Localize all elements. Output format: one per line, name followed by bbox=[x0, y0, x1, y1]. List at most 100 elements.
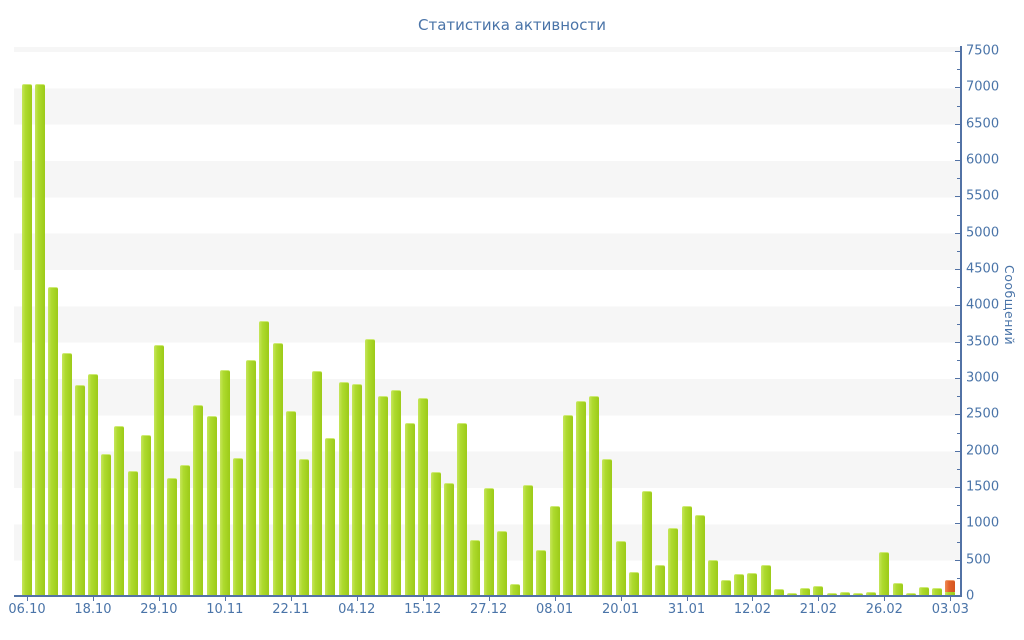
bar[interactable] bbox=[193, 404, 204, 597]
bar[interactable] bbox=[707, 559, 718, 597]
bar[interactable] bbox=[536, 549, 547, 597]
bar[interactable] bbox=[813, 586, 824, 597]
bar[interactable] bbox=[233, 457, 244, 597]
bar[interactable] bbox=[681, 505, 692, 597]
y-tick-label: 0 bbox=[966, 588, 975, 604]
bar[interactable] bbox=[140, 435, 151, 597]
bar[interactable] bbox=[602, 458, 613, 597]
bar[interactable] bbox=[430, 472, 441, 597]
y-minor-tick bbox=[957, 105, 960, 107]
bar[interactable] bbox=[298, 459, 309, 597]
bar[interactable] bbox=[153, 344, 164, 597]
y-major-tick bbox=[955, 559, 960, 561]
bar[interactable] bbox=[391, 390, 402, 597]
bar[interactable] bbox=[852, 592, 863, 597]
x-tick bbox=[356, 597, 358, 601]
bar[interactable] bbox=[48, 287, 59, 597]
bar[interactable] bbox=[127, 471, 138, 597]
bar[interactable] bbox=[246, 359, 257, 597]
y-major-tick bbox=[955, 305, 960, 307]
bar[interactable] bbox=[351, 383, 362, 597]
bar[interactable] bbox=[114, 425, 125, 597]
y-major-tick bbox=[955, 414, 960, 416]
x-tick-label: 22.11 bbox=[272, 602, 310, 617]
bar[interactable] bbox=[839, 592, 850, 597]
bar[interactable] bbox=[22, 83, 32, 597]
bar[interactable] bbox=[918, 586, 929, 597]
y-major-tick bbox=[955, 523, 960, 525]
bar[interactable] bbox=[206, 415, 217, 597]
bar[interactable] bbox=[457, 423, 468, 597]
bar[interactable] bbox=[641, 491, 652, 597]
bar[interactable] bbox=[655, 565, 666, 597]
bar[interactable] bbox=[879, 552, 890, 597]
y-tick-label: 3500 bbox=[966, 334, 1000, 350]
bar[interactable] bbox=[259, 320, 270, 597]
bar[interactable] bbox=[892, 582, 903, 597]
bar[interactable] bbox=[470, 540, 481, 597]
y-major-tick bbox=[955, 160, 960, 161]
x-tick bbox=[92, 597, 94, 601]
bar[interactable] bbox=[219, 370, 230, 597]
x-tick bbox=[290, 597, 292, 601]
bar[interactable] bbox=[562, 415, 573, 597]
bar[interactable] bbox=[615, 540, 626, 597]
bar[interactable] bbox=[800, 587, 811, 597]
bar[interactable] bbox=[61, 353, 72, 597]
bar[interactable] bbox=[378, 396, 389, 597]
bar[interactable] bbox=[932, 588, 943, 597]
y-minor-tick bbox=[957, 359, 960, 361]
bar[interactable] bbox=[668, 528, 679, 597]
bar[interactable] bbox=[747, 573, 758, 597]
bar[interactable] bbox=[721, 580, 732, 597]
bar[interactable] bbox=[866, 591, 877, 597]
bar[interactable] bbox=[74, 384, 85, 597]
bar[interactable] bbox=[694, 515, 705, 597]
bar[interactable] bbox=[734, 574, 745, 597]
x-tick bbox=[950, 597, 952, 601]
bar[interactable] bbox=[272, 343, 283, 597]
y-tick-label: 2500 bbox=[966, 406, 1000, 422]
bar[interactable] bbox=[101, 454, 112, 597]
x-tick bbox=[686, 597, 688, 601]
bar[interactable] bbox=[404, 423, 415, 597]
y-minor-tick bbox=[957, 69, 960, 71]
bar[interactable] bbox=[312, 371, 323, 597]
x-tick-label: 03.03 bbox=[931, 602, 969, 617]
bar[interactable] bbox=[523, 484, 534, 597]
x-tick bbox=[818, 597, 820, 601]
bar[interactable] bbox=[589, 396, 600, 597]
bar[interactable] bbox=[325, 437, 336, 597]
bar[interactable] bbox=[338, 381, 349, 597]
x-tick-label: 31.01 bbox=[667, 602, 706, 617]
x-tick-label: 10.11 bbox=[206, 602, 244, 617]
x-axis-line bbox=[14, 595, 962, 597]
y-major-tick bbox=[955, 596, 960, 597]
bar-current-highlight[interactable] bbox=[945, 580, 956, 592]
bar[interactable] bbox=[180, 465, 191, 597]
bar[interactable] bbox=[364, 338, 375, 597]
bar[interactable] bbox=[549, 505, 560, 597]
bar[interactable] bbox=[496, 530, 507, 597]
bar[interactable] bbox=[285, 410, 296, 597]
x-tick-label: 15.12 bbox=[404, 602, 442, 617]
bar[interactable] bbox=[760, 564, 771, 597]
y-major-tick bbox=[955, 51, 960, 52]
bar[interactable] bbox=[417, 398, 428, 597]
bar[interactable] bbox=[483, 488, 494, 597]
bar[interactable] bbox=[575, 400, 586, 597]
y-major-tick bbox=[955, 487, 960, 488]
y-tick-label: 4500 bbox=[966, 261, 1000, 277]
y-major-tick bbox=[955, 196, 960, 198]
bar[interactable] bbox=[510, 583, 521, 597]
bar[interactable] bbox=[444, 483, 455, 597]
bar[interactable] bbox=[35, 83, 46, 597]
y-minor-tick bbox=[957, 468, 960, 470]
bar[interactable] bbox=[628, 571, 639, 597]
y-minor-tick bbox=[957, 287, 960, 289]
bar[interactable] bbox=[167, 477, 178, 597]
bar[interactable] bbox=[773, 589, 784, 597]
x-tick bbox=[27, 597, 28, 601]
bar[interactable] bbox=[87, 373, 98, 597]
